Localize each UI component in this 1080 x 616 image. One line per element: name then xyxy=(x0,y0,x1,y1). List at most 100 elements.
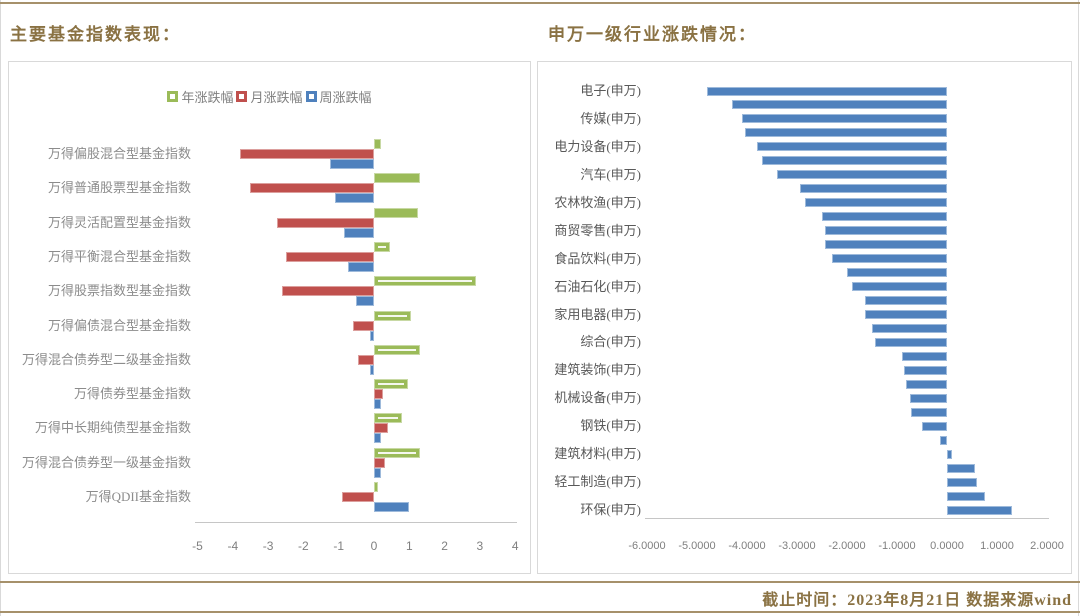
industry-bar xyxy=(903,365,947,375)
top-gold-rule xyxy=(0,2,1080,4)
industry-x-tick: -5.0000 xyxy=(678,540,716,552)
industry-bar xyxy=(732,100,947,110)
industry-x-tick: -4.0000 xyxy=(728,540,766,552)
industry-bar xyxy=(947,505,1012,515)
fund-index-bar xyxy=(374,344,420,355)
industry-bar xyxy=(762,156,947,166)
fund-index-chart-panel: 年涨跌幅 月涨跌幅 周涨跌幅 万得偏股混合型基金指数 万得普通股票型基金指数 万得灵活配… xyxy=(8,61,531,574)
fund-index-bar xyxy=(374,433,382,444)
fund-index-bar xyxy=(250,183,374,194)
fund-index-bar xyxy=(370,364,374,375)
industry-category-label: 钢铁(申万) xyxy=(580,418,641,434)
industry-category-label: 机械设备(申万) xyxy=(554,390,641,406)
fund-index-x-tick: -4 xyxy=(227,539,239,553)
fund-index-bar xyxy=(329,159,374,169)
industry-bar xyxy=(939,435,947,445)
industry-bar xyxy=(744,128,947,138)
fund-index-bar xyxy=(374,399,382,410)
industry-bar xyxy=(847,268,947,278)
industry-x-tick: -3.0000 xyxy=(778,540,816,552)
industry-bar xyxy=(874,337,947,347)
legend-swatch xyxy=(305,90,317,102)
industry-chart-title: 申万一级行业涨跌情况： xyxy=(548,25,757,44)
fund-index-bar xyxy=(374,389,383,400)
industry-category-label: 传媒(申万) xyxy=(580,110,641,126)
fund-index-bar xyxy=(282,286,374,297)
industry-bar xyxy=(947,491,985,501)
fund-index-bar xyxy=(352,320,374,331)
fund-index-category-label: 万得普通股票型基金指数 xyxy=(47,180,191,196)
industry-bar xyxy=(804,198,947,208)
industry-bar xyxy=(947,477,977,487)
industry-bar xyxy=(824,226,947,236)
fund-index-bar xyxy=(370,330,374,341)
page-left-border xyxy=(0,0,1,616)
industry-bar xyxy=(909,393,947,403)
legend-label: 周涨跌幅 xyxy=(319,89,372,105)
industry-bar xyxy=(947,463,975,473)
fund-index-bar xyxy=(285,251,374,262)
industry-category-label: 综合(申万) xyxy=(580,334,641,350)
industry-category-label: 轻工制造(申万) xyxy=(554,474,641,490)
fund-index-row: 万得中长期纯债型基金指数 xyxy=(9,411,530,445)
fund-index-bar xyxy=(239,149,374,159)
footer-top-gold-rule xyxy=(0,581,1080,583)
industry-bar xyxy=(902,351,947,361)
industry-category-label: 农林牧渔(申万) xyxy=(554,194,641,210)
industry-category-label: 电子(申万) xyxy=(580,83,641,98)
fund-index-bar xyxy=(374,413,403,424)
fund-index-row: 万得灵活配置型基金指数 xyxy=(9,206,530,240)
fund-index-bar xyxy=(374,379,408,390)
industry-bar xyxy=(742,114,947,124)
fund-index-bar xyxy=(374,276,477,287)
page-right-border xyxy=(1078,0,1079,616)
industry-bar xyxy=(872,323,947,333)
industry-category-label: 家用电器(申万) xyxy=(554,306,641,322)
industry-x-tick: 2.0000 xyxy=(1030,540,1064,552)
fund-index-row: 万得平衡混合型基金指数 xyxy=(9,240,530,274)
industry-category-label: 食品饮料(申万) xyxy=(554,250,641,266)
fund-index-bar xyxy=(356,296,374,307)
fund-index-row: 万得混合债券型二级基金指数 xyxy=(9,343,530,377)
legend-swatch xyxy=(167,90,179,102)
industry-bar xyxy=(864,296,947,306)
industry-category-label: 汽车(申万) xyxy=(580,166,641,182)
fund-index-category-label: 万得灵活配置型基金指数 xyxy=(47,214,191,230)
fund-index-row: 万得QDII基金指数 xyxy=(9,480,530,514)
fund-index-category-label: 万得混合债券型二级基金指数 xyxy=(21,351,191,367)
fund-index-x-tick: 2 xyxy=(441,539,448,553)
industry-x-tick: -1.0000 xyxy=(878,540,916,552)
fund-index-category-label: 万得偏股混合型基金指数 xyxy=(47,146,191,161)
industry-bar xyxy=(824,240,947,250)
footer-source-note: 截止时间：2023年8月21日 数据来源wind xyxy=(762,592,1072,609)
fund-index-bar xyxy=(347,261,374,272)
fund-index-category-label: 万得QDII基金指数 xyxy=(85,489,191,504)
industry-x-tick: -6.0000 xyxy=(628,540,666,552)
fund-index-bar xyxy=(374,423,389,434)
legend-label: 月涨跌幅 xyxy=(250,89,303,105)
fund-index-x-tick: 3 xyxy=(476,539,484,553)
fund-index-x-tick: -1 xyxy=(333,539,345,553)
footer-bottom-gold-rule xyxy=(0,611,1080,613)
industry-bar xyxy=(922,421,947,431)
industry-x-tick: 1.0000 xyxy=(980,540,1014,552)
fund-index-bar xyxy=(374,207,419,218)
industry-category-label: 石油石化(申万) xyxy=(554,278,641,294)
industry-bar xyxy=(947,449,952,459)
fund-index-bar xyxy=(374,173,420,184)
legend-swatch xyxy=(236,90,248,102)
fund-index-row: 万得股票指数型基金指数 xyxy=(9,274,530,308)
fund-index-bar xyxy=(374,241,390,252)
industry-category-label: 电力设备(申万) xyxy=(554,138,641,154)
fund-index-bar xyxy=(374,467,382,478)
fund-index-row: 万得普通股票型基金指数 xyxy=(9,171,530,205)
fund-index-row: 万得偏债混合型基金指数 xyxy=(9,309,530,343)
fund-index-bar xyxy=(358,354,374,365)
fund-index-bar xyxy=(374,502,410,512)
industry-category-label: 环保(申万) xyxy=(580,502,641,518)
legend-item: 周涨跌幅 xyxy=(305,87,372,106)
industry-x-axis xyxy=(645,518,1049,519)
industry-bar xyxy=(852,282,947,292)
fund-index-x-tick: 4 xyxy=(511,539,519,553)
fund-index-chart-title: 主要基金指数表现： xyxy=(10,25,181,44)
